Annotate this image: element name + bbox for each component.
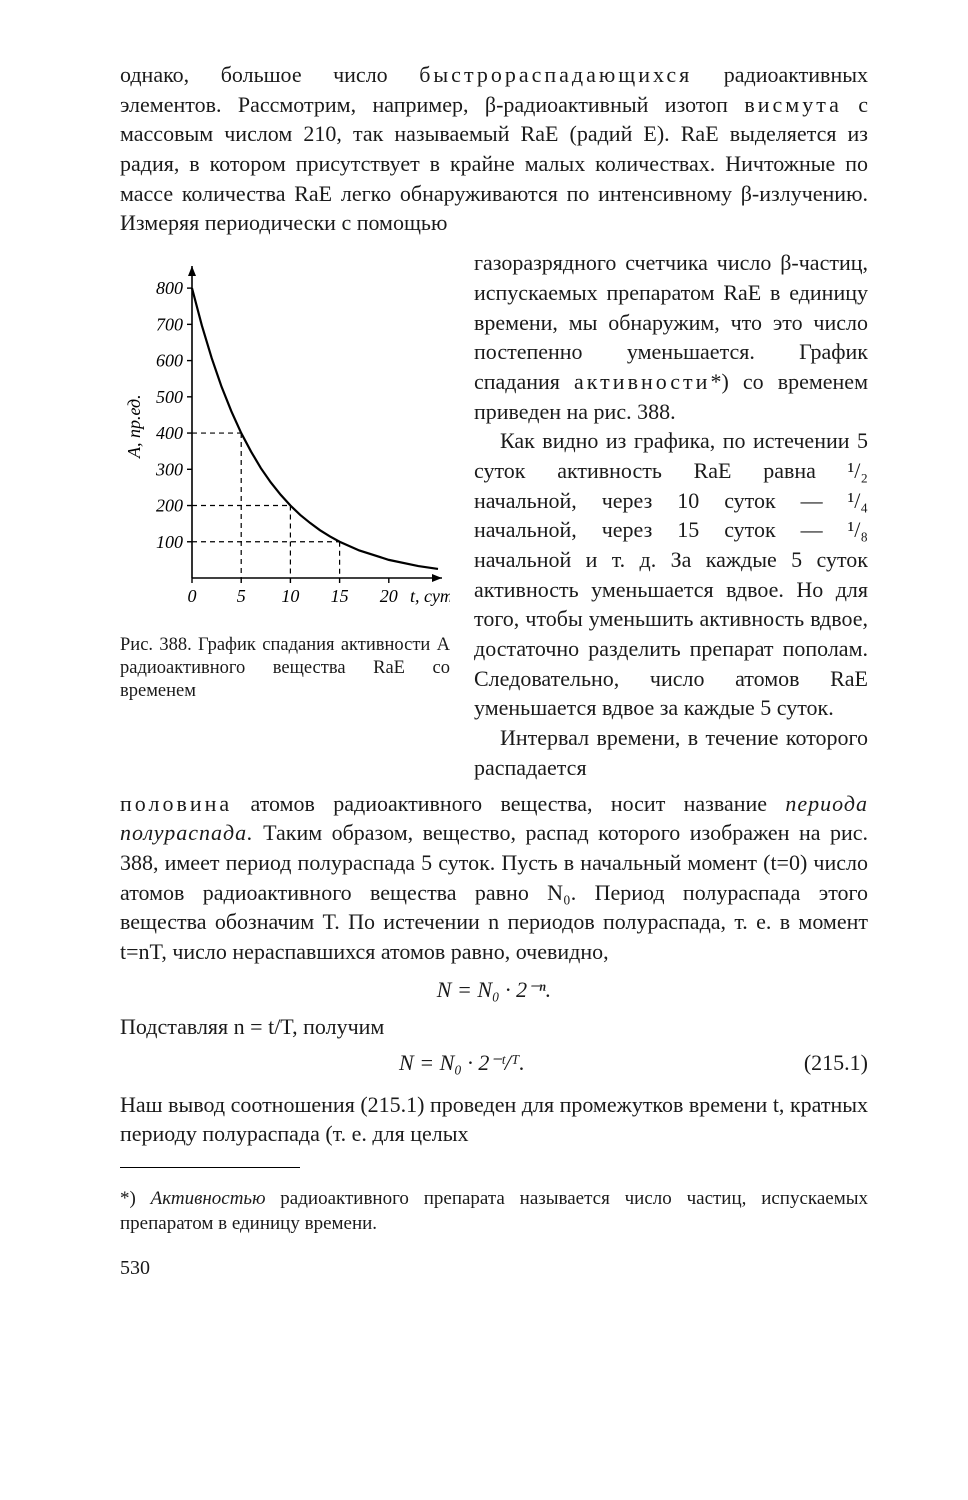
equation-1: N = N₀ · 2⁻ⁿ. <box>120 975 868 1005</box>
emph-spaced: половина <box>120 791 232 816</box>
svg-text:A, пр.ед.: A, пр.ед. <box>124 394 144 459</box>
decay-chart: 100 200 300 400 500 600 700 800 0 5 10 15 20 t, сут A,… <box>120 258 450 618</box>
paragraph-right-a: газоразрядного счетчика чис­ло β-частиц,… <box>474 248 868 426</box>
svg-text:t, сут: t, сут <box>410 586 450 606</box>
footnote-emph: Активностью <box>151 1188 266 1209</box>
svg-text:20: 20 <box>380 586 398 606</box>
paragraph-3: Подставляя n = t/T, получим <box>120 1012 868 1042</box>
page: однако, большое число быстрораспадающихс… <box>0 0 968 1332</box>
svg-text:600: 600 <box>156 351 183 371</box>
equation-2-row: N = N₀ · 2⁻ᵗ/ᵀ. (215.1) <box>120 1048 868 1078</box>
text: *) <box>120 1188 151 1209</box>
svg-text:500: 500 <box>156 387 183 407</box>
paragraph-right-b: Как видно из графика, по ис­течении 5 су… <box>474 426 868 723</box>
svg-text:10: 10 <box>281 586 299 606</box>
svg-text:800: 800 <box>156 278 183 298</box>
svg-text:100: 100 <box>156 532 183 552</box>
emph-spaced: висмута <box>744 92 842 117</box>
svg-text:0: 0 <box>188 586 197 606</box>
paragraph-4: Наш вывод соотношения (215.1) проведен д… <box>120 1090 868 1149</box>
text: однако, большое число <box>120 62 419 87</box>
emph-spaced: быстрораспадающихся <box>419 62 692 87</box>
paragraph-right-c: Интервал времени, в тече­ние которого ра… <box>474 723 868 782</box>
right-text-column: газоразрядного счетчика чис­ло β-частиц,… <box>474 248 868 782</box>
svg-text:200: 200 <box>156 496 183 516</box>
svg-text:300: 300 <box>155 459 183 479</box>
paragraph-1: однако, большое число быстрораспадающихс… <box>120 60 868 238</box>
svg-text:5: 5 <box>237 586 246 606</box>
paragraph-2: половина атомов радиоактивного вещества,… <box>120 789 868 967</box>
footnote-rule <box>120 1167 300 1168</box>
figure-column: 100 200 300 400 500 600 700 800 0 5 10 15 20 t, сут A,… <box>120 248 450 703</box>
svg-text:15: 15 <box>331 586 349 606</box>
emph-spaced: активности <box>574 369 710 394</box>
figure-text-row: 100 200 300 400 500 600 700 800 0 5 10 15 20 t, сут A,… <box>120 248 868 782</box>
equation-2-number: (215.1) <box>804 1048 868 1078</box>
figure-caption: Рис. 388. График спадания активности A р… <box>120 634 450 703</box>
svg-text:400: 400 <box>156 423 183 443</box>
page-number: 530 <box>120 1255 868 1282</box>
svg-text:700: 700 <box>156 314 183 334</box>
text: атомов радиоактивного вещества, носит на… <box>232 791 785 816</box>
footnote: *) Активностью радиоактивного препарата … <box>120 1187 868 1236</box>
equation-2: N = N₀ · 2⁻ᵗ/ᵀ. <box>399 1048 525 1078</box>
